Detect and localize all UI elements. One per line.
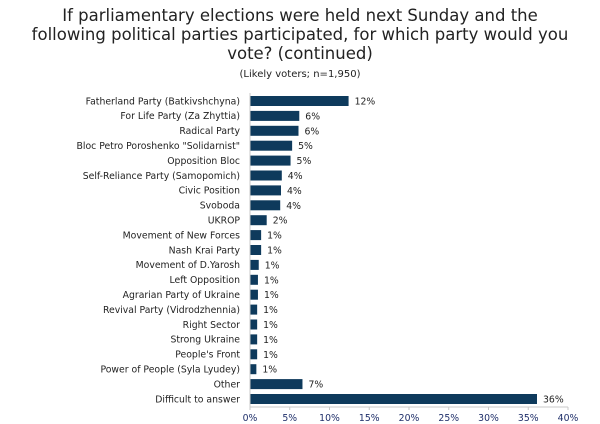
bar [250,334,258,345]
data-label: 4% [286,201,301,212]
data-label: 5% [297,156,312,167]
bar [250,230,262,241]
data-label: 4% [287,186,302,197]
x-tick-label: 35% [518,413,539,424]
data-label: 6% [304,126,319,137]
category-label: Difficult to answer [155,394,240,405]
category-label: Civic Position [179,186,241,197]
bar [250,379,303,390]
data-label: 6% [305,111,320,122]
bar [250,245,262,255]
bar [250,155,291,166]
chart-title-line: If parliamentary elections were held nex… [62,6,538,25]
data-label: 4% [288,171,303,182]
category-label: People's Front [175,350,240,361]
category-label: Nash Krai Party [169,245,241,256]
chart-title-line: vote? (continued) [227,44,373,63]
x-tick-label: 25% [438,413,459,424]
category-label: Left Opposition [170,275,241,286]
bar [250,96,349,106]
bar [250,140,293,151]
chart-subtitle: (Likely voters; n=1,950) [239,69,361,80]
bar [250,110,300,121]
bar [250,185,282,196]
category-label: Power of People (Syla Lyudey) [100,365,240,376]
category-label: Revival Party (Vidrodzhennia) [103,305,240,316]
bar [250,125,299,136]
category-label: Right Sector [183,320,241,331]
data-label: 1% [263,350,278,361]
category-label: Svoboda [200,201,240,212]
x-tick-label: 40% [558,413,579,424]
category-label: For Life Party (Za Zhyttia) [120,111,240,122]
data-label: 1% [267,246,282,257]
x-axis: 0% 5% 10% 15% 20% 25% 30% 35% 40% [243,93,579,424]
category-label: Movement of New Forces [123,230,241,241]
x-tick-label: 30% [478,413,499,424]
bar [250,215,267,226]
bar [250,364,257,375]
category-label: Movement of D.Yarosh [136,260,240,271]
category-label: Radical Party [179,126,240,137]
x-tick-label: 0% [243,413,258,424]
data-label: 1% [263,335,278,346]
data-labels-group: 12% 6% 6% 5% 5% 4% 4% 4% 2% 1% 1% 1% 1% 1% 1% 1% 1% 1% 1% 7… [262,97,563,406]
data-label: 1% [263,320,278,331]
x-tick-label: 5% [282,413,297,424]
data-label: 1% [262,365,277,376]
category-labels-group: Fatherland Party (Batkivshchyna) For Life… [77,96,241,405]
chart-title-line: following political parties participated… [31,25,569,44]
category-label: Opposition Bloc [167,156,240,167]
bar [250,319,258,330]
data-label: 36% [543,395,564,406]
x-tick-label: 15% [359,413,380,424]
data-label: 1% [263,305,278,316]
bar [250,289,258,300]
category-label: Self-Reliance Party (Samopomich) [83,171,240,182]
category-label: Other [214,379,241,390]
data-label: 1% [264,275,279,286]
data-label: 2% [273,216,288,227]
bar [250,394,537,404]
bars-group [250,96,537,404]
chart-title: If parliamentary elections were held nex… [0,6,600,63]
bar [250,259,259,270]
bar [250,200,281,211]
data-label: 1% [265,260,280,271]
data-label: 1% [267,231,282,242]
data-label: 12% [355,97,376,108]
x-tick-label: 10% [319,413,340,424]
data-label: 7% [308,380,323,391]
bar [250,170,282,181]
category-label: UKROP [208,216,241,227]
category-label: Strong Ukraine [170,335,240,346]
x-tick-label: 20% [399,413,420,424]
category-label: Fatherland Party (Batkivshchyna) [86,96,240,107]
category-label: Bloc Petro Poroshenko "Solidarnist" [77,141,240,152]
bar [250,304,258,315]
data-label: 1% [264,290,279,301]
bar [250,349,258,360]
bar [250,274,258,285]
category-label: Agrarian Party of Ukraine [123,290,241,301]
data-label: 5% [298,141,313,152]
